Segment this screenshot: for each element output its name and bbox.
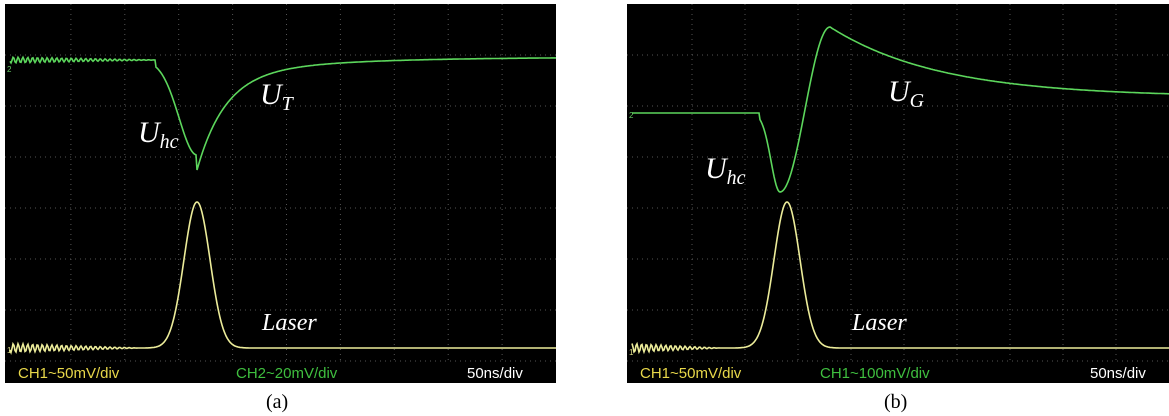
footer-ch-yellow: CH1~50mV/div	[640, 365, 742, 382]
label-main: U	[138, 116, 162, 149]
label-sub: hc	[727, 167, 746, 189]
label-sub: hc	[160, 131, 179, 153]
figure: Uhc UT Laser 2 1 CH1~50mV/div CH2~20mV/d…	[0, 0, 1169, 416]
footer-ch-green: CH2~20mV/div	[236, 365, 338, 382]
channel-marker: 2	[7, 65, 12, 74]
caption: (b)	[884, 391, 907, 413]
label-laser: Laser	[851, 310, 907, 336]
label-sub: G	[910, 90, 925, 112]
footer-time: 50ns/div	[467, 365, 523, 382]
channel-marker: 1	[629, 348, 634, 357]
label-main: U	[888, 75, 912, 108]
caption: (a)	[266, 391, 288, 413]
label-main: U	[705, 152, 729, 185]
footer-ch-green: CH1~100mV/div	[820, 365, 930, 382]
footer-time: 50ns/div	[1090, 365, 1146, 382]
footer-ch-yellow: CH1~50mV/div	[18, 365, 120, 382]
label-sub: T	[282, 93, 295, 115]
label-main: U	[260, 78, 284, 111]
channel-marker: 2	[629, 111, 634, 120]
label-laser: Laser	[261, 310, 317, 336]
channel-marker: 1	[7, 346, 12, 355]
